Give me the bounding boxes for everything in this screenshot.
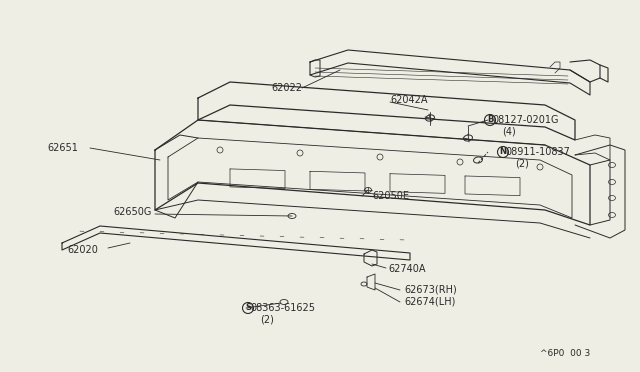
Text: ^6P0  00 3: ^6P0 00 3	[540, 349, 590, 358]
Text: 62673(RH): 62673(RH)	[404, 284, 457, 294]
Text: (2): (2)	[515, 159, 529, 169]
Text: N: N	[499, 148, 506, 157]
Text: 62022: 62022	[271, 83, 302, 93]
Text: 62651: 62651	[47, 143, 78, 153]
Text: 62050E: 62050E	[372, 191, 409, 201]
Text: B: B	[487, 115, 493, 125]
Text: 62650G: 62650G	[114, 207, 152, 217]
Text: (2): (2)	[260, 315, 274, 325]
Text: 62740A: 62740A	[388, 264, 426, 274]
Text: 08127-0201G: 08127-0201G	[492, 115, 559, 125]
Text: 62042A: 62042A	[390, 95, 428, 105]
Text: 08911-10837: 08911-10837	[505, 147, 570, 157]
Text: S: S	[245, 304, 251, 312]
Text: 08363-61625: 08363-61625	[250, 303, 315, 313]
Text: 62674(LH): 62674(LH)	[404, 296, 456, 306]
Text: (4): (4)	[502, 127, 516, 137]
Text: 62020: 62020	[67, 245, 98, 255]
